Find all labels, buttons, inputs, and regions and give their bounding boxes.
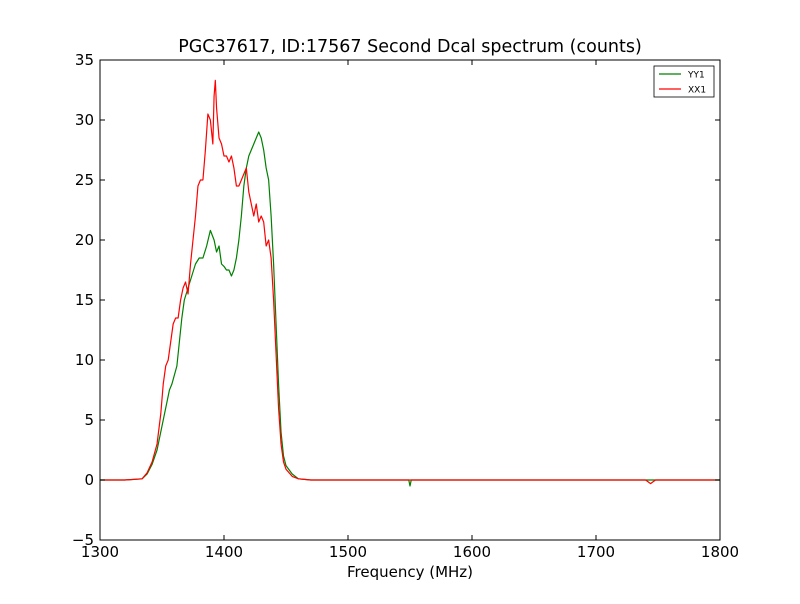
y-tick-label: 15 <box>75 291 94 309</box>
plot-frame <box>99 59 721 541</box>
x-tick-label: 1800 <box>701 543 739 561</box>
y-tick-label: 5 <box>84 411 94 429</box>
y-tick-label: −5 <box>72 531 94 549</box>
axis-ticks: 1300 1400 1500 1600 1700 1800 −5 0 5 10 15 20 25 30 35 <box>72 51 739 561</box>
x-tick-label: 1700 <box>577 543 615 561</box>
legend-label-yy1: YY1 <box>687 71 705 81</box>
x-axis-label: Frequency (MHz) <box>347 563 473 581</box>
y-tick-label: 25 <box>75 171 94 189</box>
chart-title: PGC37617, ID:17567 Second Dcal spectrum … <box>178 37 642 57</box>
x-tick-label: 1500 <box>329 543 367 561</box>
y-tick-label: 20 <box>75 231 94 249</box>
x-tick-label: 1600 <box>453 543 491 561</box>
series-line-xx1 <box>100 79 720 485</box>
series-layer <box>100 79 720 487</box>
y-tick-label: 0 <box>84 471 94 489</box>
legend: YY1 XX1 <box>653 65 715 98</box>
y-tick-label: 35 <box>75 51 94 69</box>
legend-label-xx1: XX1 <box>688 86 706 96</box>
y-tick-label: 30 <box>75 111 94 129</box>
legend-frame <box>653 65 715 98</box>
series-line-yy1 <box>100 131 720 487</box>
y-tick-label: 10 <box>75 351 94 369</box>
x-tick-label: 1300 <box>81 543 119 561</box>
plot-area-background <box>100 60 720 540</box>
x-tick-label: 1400 <box>205 543 243 561</box>
